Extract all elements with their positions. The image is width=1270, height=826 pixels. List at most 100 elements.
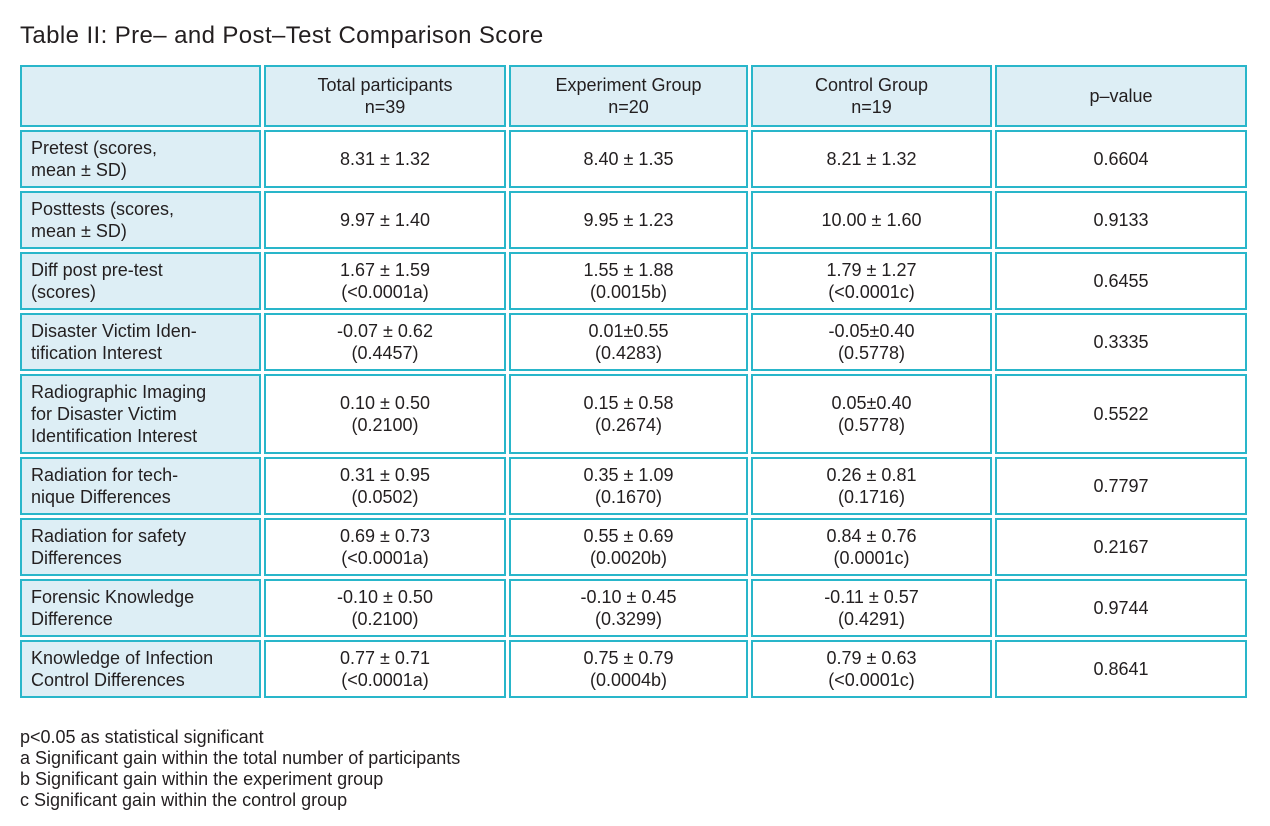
row-label: Pretest (scores, mean ± SD) — [20, 130, 261, 188]
cell-line: (<0.0001c) — [828, 670, 915, 690]
cell-line: 1.67 ± 1.59 — [340, 260, 430, 280]
cell-line: 8.21 ± 1.32 — [826, 149, 917, 169]
cell-line: 0.26 ± 0.81 — [826, 465, 917, 485]
data-cell: -0.05±0.40 (0.5778) — [751, 313, 992, 371]
cell-line: (0.1716) — [837, 487, 906, 507]
data-cell: 0.01±0.55 (0.4283) — [509, 313, 748, 371]
cell-line: (0.4457) — [351, 343, 419, 363]
cell-line: 0.6604 — [1093, 149, 1149, 169]
cell-line: 0.79 ± 0.63 — [826, 648, 917, 668]
cell-line: 9.95 ± 1.23 — [583, 210, 674, 230]
cell-line: n=39 — [364, 97, 406, 117]
cell-line: (<0.0001a) — [341, 548, 429, 568]
cell-line: 0.77 ± 0.71 — [340, 648, 430, 668]
cell-line: (0.0020b) — [589, 548, 668, 568]
row-label: Knowledge of Infection Control Difference… — [20, 640, 261, 698]
cell-line: Radiation for safety — [31, 526, 187, 546]
footnote-a: a Significant gain within the total numb… — [20, 748, 461, 768]
cell-line: (scores) — [31, 282, 97, 302]
cell-line: Differences — [31, 548, 122, 568]
cell-line: 0.9133 — [1093, 210, 1149, 230]
footnote-b: b Significant gain within the experiment… — [20, 769, 384, 789]
data-cell: 0.35 ± 1.09 (0.1670) — [509, 457, 748, 515]
comparison-table: Total participants n=39 Experiment Group n=… — [17, 62, 1250, 701]
cell-line: (<0.0001a) — [341, 282, 429, 302]
row-label: Radiation for safety Differences — [20, 518, 261, 576]
cell-line: Posttests (scores, — [31, 199, 175, 219]
footnote-c: c Significant gain within the control gr… — [20, 790, 348, 810]
cell-line: 0.15 ± 0.58 — [583, 393, 674, 413]
table-row: Diff post pre-test (scores) 1.67 ± 1.59 (<0… — [20, 252, 1247, 310]
table-row: Knowledge of Infection Control Difference… — [20, 640, 1247, 698]
column-header — [20, 65, 261, 127]
table-row: Radiation for safety Differences 0.69 ± 0.… — [20, 518, 1247, 576]
row-label: Forensic Knowledge Difference — [20, 579, 261, 637]
cell-line: n=19 — [851, 97, 892, 117]
cell-line: 0.55 ± 0.69 — [583, 526, 674, 546]
data-cell: 0.5522 — [995, 374, 1247, 454]
cell-line: (0.0502) — [351, 487, 419, 507]
cell-line: 0.05±0.40 — [831, 393, 912, 413]
cell-line: 1.79 ± 1.27 — [826, 260, 917, 280]
data-cell: 1.55 ± 1.88 (0.0015b) — [509, 252, 748, 310]
cell-line: (0.0004b) — [589, 670, 668, 690]
cell-line: 0.84 ± 0.76 — [826, 526, 917, 546]
cell-line: (0.2100) — [351, 415, 419, 435]
table-row: Radiographic Imaging for Disaster Victim I… — [20, 374, 1247, 454]
cell-line: 0.2167 — [1093, 537, 1149, 557]
cell-line: mean ± SD) — [31, 160, 127, 180]
data-cell: 0.9133 — [995, 191, 1247, 249]
table-row: Forensic Knowledge Difference -0.10 ± 0.50… — [20, 579, 1247, 637]
cell-line: Forensic Knowledge — [31, 587, 195, 607]
data-cell: 0.69 ± 0.73 (<0.0001a) — [264, 518, 506, 576]
data-cell: 0.3335 — [995, 313, 1247, 371]
table-row: Radiation for tech-nique Differences 0.31… — [20, 457, 1247, 515]
data-cell: 0.77 ± 0.71 (<0.0001a) — [264, 640, 506, 698]
cell-line: Total participants — [317, 75, 453, 95]
cell-line: 8.31 ± 1.32 — [340, 149, 430, 169]
cell-line: (0.2674) — [594, 415, 663, 435]
data-cell: 0.84 ± 0.76 (0.0001c) — [751, 518, 992, 576]
cell-line: (0.0001c) — [833, 548, 910, 568]
cell-line: (0.1670) — [594, 487, 663, 507]
cell-line: 0.75 ± 0.79 — [583, 648, 674, 668]
cell-line: (0.5778) — [837, 343, 906, 363]
cell-line: 10.00 ± 1.60 — [821, 210, 922, 230]
cell-line: Radiation for tech- — [31, 465, 179, 485]
cell-line: tification Interest — [31, 343, 163, 363]
data-cell: 1.79 ± 1.27 (<0.0001c) — [751, 252, 992, 310]
cell-line: -0.11 ± 0.57 — [824, 587, 919, 607]
cell-line: 8.40 ± 1.35 — [583, 149, 674, 169]
cell-line: 0.69 ± 0.73 — [340, 526, 430, 546]
cell-line: -0.07 ± 0.62 — [337, 321, 433, 341]
cell-line: 0.10 ± 0.50 — [340, 393, 430, 413]
data-cell: 0.2167 — [995, 518, 1247, 576]
data-cell: 8.21 ± 1.32 — [751, 130, 992, 188]
table-row: Posttests (scores, mean ± SD) 9.97 ± 1.40 9… — [20, 191, 1247, 249]
data-cell: 0.8641 — [995, 640, 1247, 698]
row-label: Diff post pre-test (scores) — [20, 252, 261, 310]
cell-line: -0.10 ± 0.50 — [337, 587, 433, 607]
cell-line: (0.4291) — [837, 609, 906, 629]
cell-line: (0.5778) — [837, 415, 906, 435]
cell-line: 1.55 ± 1.88 — [583, 260, 674, 280]
cell-line: Pretest (scores, — [31, 138, 158, 158]
cell-line: -0.05±0.40 — [828, 321, 915, 341]
cell-line: Knowledge of Infection — [31, 648, 214, 668]
data-cell: -0.11 ± 0.57 (0.4291) — [751, 579, 992, 637]
table-row: Pretest (scores, mean ± SD) 8.31 ± 1.32 8.4… — [20, 130, 1247, 188]
cell-line: p–value — [1089, 86, 1153, 106]
cell-line: 0.35 ± 1.09 — [583, 465, 674, 485]
cell-line: (0.4283) — [594, 343, 663, 363]
data-cell: 10.00 ± 1.60 — [751, 191, 992, 249]
cell-line: 0.7797 — [1093, 476, 1149, 496]
data-cell: 9.95 ± 1.23 — [509, 191, 748, 249]
cell-line: -0.10 ± 0.45 — [580, 587, 677, 607]
data-cell: 0.9744 — [995, 579, 1247, 637]
cell-line: 9.97 ± 1.40 — [340, 210, 430, 230]
data-cell: 0.26 ± 0.81 (0.1716) — [751, 457, 992, 515]
data-cell: -0.07 ± 0.62 (0.4457) — [264, 313, 506, 371]
data-cell: 8.40 ± 1.35 — [509, 130, 748, 188]
data-cell: 0.75 ± 0.79 (0.0004b) — [509, 640, 748, 698]
